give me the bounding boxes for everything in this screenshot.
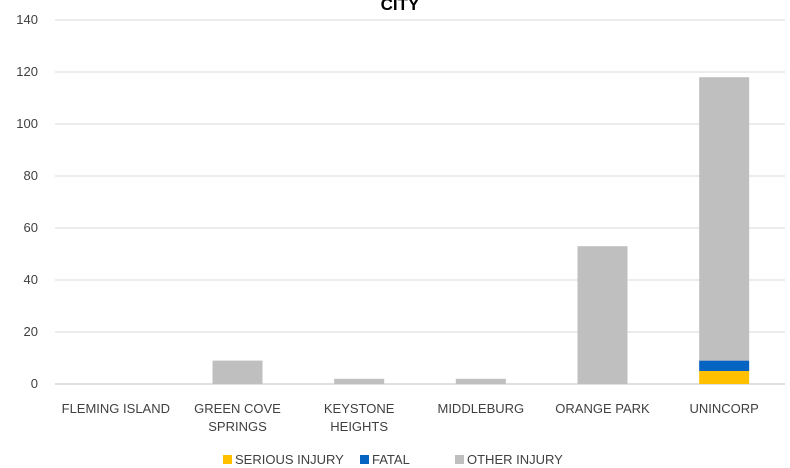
gridlines	[55, 19, 785, 385]
x-axis: FLEMING ISLAND GREEN COVE SPRINGS KEYSTONE H…	[62, 401, 759, 434]
y-tick-label: 140	[16, 12, 38, 27]
y-tick-label: 20	[24, 324, 38, 339]
y-axis: 0 20 40 60 80 100 120 140	[16, 12, 38, 391]
x-tick-label: ORANGE PARK	[555, 401, 650, 416]
legend: SERIOUS INJURY FATAL OTHER INJURY	[223, 452, 563, 467]
bars	[212, 77, 750, 384]
x-tick-label: FLEMING ISLAND	[62, 401, 170, 416]
legend-label: SERIOUS INJURY	[235, 452, 344, 467]
bar-segment	[455, 378, 506, 384]
x-tick-label: UNINCORP	[689, 401, 758, 416]
y-tick-label: 100	[16, 116, 38, 131]
y-tick-label: 60	[24, 220, 38, 235]
bar-segment	[212, 360, 263, 384]
legend-label: FATAL	[372, 452, 410, 467]
legend-swatch	[455, 455, 464, 464]
y-tick-label: 80	[24, 168, 38, 183]
chart-title: CITY	[381, 0, 420, 14]
x-tick-label: KEYSTONE HEIGHTS	[324, 401, 395, 434]
y-tick-label: 120	[16, 64, 38, 79]
bar-segment	[699, 371, 750, 384]
legend-swatch	[360, 455, 369, 464]
legend-label: OTHER INJURY	[467, 452, 563, 467]
bar-segment	[334, 378, 385, 384]
bar-segment	[699, 360, 750, 371]
y-tick-label: 40	[24, 272, 38, 287]
bar-segment	[577, 246, 628, 384]
x-tick-label: GREEN COVE SPRINGS	[194, 401, 281, 434]
x-tick-label: MIDDLEBURG	[437, 401, 524, 416]
y-tick-label: 0	[31, 376, 38, 391]
bar-segment	[699, 77, 750, 361]
legend-swatch	[223, 455, 232, 464]
